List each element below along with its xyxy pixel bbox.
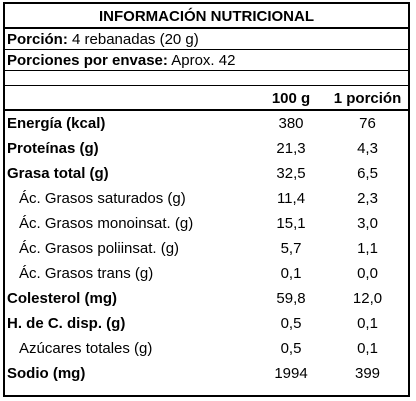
- header-nutrient: [5, 86, 255, 109]
- nutrient-name: H. de C. disp. (g): [7, 315, 126, 332]
- servings-per-container-line: Porciones por envase: Aprox. 42: [5, 50, 408, 71]
- servings-per-container-label: Porciones por envase:: [7, 52, 168, 69]
- nutrient-row: Ác. Grasos poliinsat. (g) 5,7 1,1: [5, 236, 408, 261]
- value-per-100g: 21,3: [276, 140, 306, 157]
- serving-size-value: 4 rebanadas (20 g): [72, 31, 199, 48]
- nutrient-row: Grasa total (g) 32,5 6,5: [5, 161, 408, 186]
- value-per-100g: 1994: [274, 365, 308, 382]
- nutrient-row: Ác. Grasos trans (g) 0,1 0,0: [5, 261, 408, 286]
- nutrient-name: Energía (kcal): [7, 115, 106, 132]
- nutrient-name: Proteínas (g): [7, 140, 99, 157]
- nutrient-row: Ác. Grasos monoinsat. (g) 15,1 3,0: [5, 211, 408, 236]
- value-per-serving: 2,3: [357, 190, 378, 207]
- nutrient-row: Azúcares totales (g) 0,5 0,1: [5, 336, 408, 361]
- value-per-serving: 0,1: [357, 340, 378, 357]
- value-per-100g: 5,7: [280, 240, 302, 257]
- nutrient-row: Ác. Grasos saturados (g) 11,4 2,3: [5, 186, 408, 211]
- header-per-serving: 1 porción: [333, 90, 402, 107]
- serving-size-line: Porción: 4 rebanadas (20 g): [5, 29, 408, 50]
- spacer-row: [5, 71, 408, 86]
- label-title: INFORMACIÓN NUTRICIONAL: [5, 4, 408, 29]
- serving-size-label: Porción:: [7, 31, 68, 48]
- nutrient-row: Proteínas (g) 21,3 4,3: [5, 136, 408, 161]
- nutrient-name: Azúcares totales (g): [19, 340, 153, 357]
- nutrient-name: Ác. Grasos trans (g): [19, 265, 154, 282]
- value-per-100g: 0,1: [280, 265, 302, 282]
- nutrient-table-body: Energía (kcal) 380 76 Proteínas (g) 21,3 4,3 G…: [5, 111, 408, 386]
- value-per-100g: 59,8: [276, 290, 306, 307]
- value-per-serving: 4,3: [357, 140, 378, 157]
- nutrient-row: H. de C. disp. (g) 0,5 0,1: [5, 311, 408, 336]
- value-per-serving: 399: [354, 365, 381, 382]
- nutrient-name: Grasa total (g): [7, 165, 109, 182]
- value-per-serving: 1,1: [357, 240, 378, 257]
- nutrient-row: Sodio (mg) 1994 399: [5, 361, 408, 386]
- nutrient-name: Ác. Grasos poliinsat. (g): [19, 240, 180, 257]
- value-per-serving: 76: [359, 115, 376, 132]
- table-header-row: 100 g 1 porción: [5, 86, 408, 111]
- nutrient-name: Sodio (mg): [7, 365, 86, 382]
- nutrient-row: Energía (kcal) 380 76: [5, 111, 408, 136]
- nutrient-name: Ác. Grasos monoinsat. (g): [19, 215, 194, 232]
- value-per-100g: 32,5: [276, 165, 306, 182]
- nutrition-facts-label: INFORMACIÓN NUTRICIONAL Porción: 4 reban…: [3, 2, 410, 397]
- value-per-100g: 15,1: [276, 215, 306, 232]
- nutrient-row: Colesterol (mg) 59,8 12,0: [5, 286, 408, 311]
- servings-per-container-value: Aprox. 42: [171, 52, 236, 69]
- value-per-serving: 12,0: [352, 290, 383, 307]
- value-per-serving: 0,1: [357, 315, 378, 332]
- value-per-serving: 6,5: [357, 165, 378, 182]
- value-per-serving: 0,0: [357, 265, 378, 282]
- value-per-100g: 11,4: [276, 190, 306, 207]
- nutrient-name: Ác. Grasos saturados (g): [19, 190, 186, 207]
- value-per-100g: 0,5: [280, 340, 302, 357]
- value-per-100g: 380: [278, 115, 304, 132]
- value-per-serving: 3,0: [357, 215, 378, 232]
- nutrient-name: Colesterol (mg): [7, 290, 118, 307]
- value-per-100g: 0,5: [280, 315, 302, 332]
- header-per-100g: 100 g: [271, 90, 311, 107]
